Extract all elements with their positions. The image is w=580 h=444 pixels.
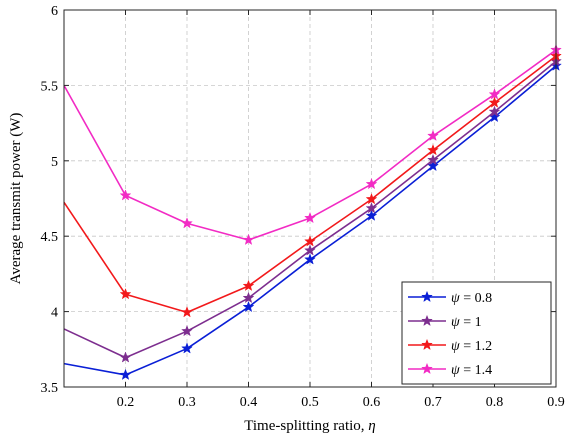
- data-point: [119, 288, 132, 300]
- series: [63, 49, 562, 318]
- x-axis-label-text: Time-splitting ratio,: [244, 418, 368, 434]
- data-point: [365, 177, 378, 190]
- legend-item: ψ = 1: [408, 314, 482, 330]
- data-point: [181, 306, 193, 318]
- y-tick-label: 4.5: [41, 230, 59, 245]
- series: [63, 43, 562, 246]
- x-tick-label: 0.3: [178, 395, 196, 410]
- x-tick-label: 0.8: [486, 395, 504, 410]
- data-point: [304, 253, 316, 265]
- legend-swatch-marker: [421, 338, 433, 351]
- legend-label: ψ = 1: [451, 315, 482, 330]
- x-tick-label: 0.2: [117, 395, 135, 410]
- x-tick-label: 0.5: [301, 395, 319, 410]
- data-point: [488, 96, 501, 108]
- data-point: [119, 368, 132, 380]
- legend-swatch-marker: [421, 314, 433, 327]
- data-point: [242, 300, 255, 313]
- y-tick-label: 4: [51, 306, 58, 321]
- axis-ticks: 0.2 0.3 0.4 0.5 0.6 0.7 0.8 0.9 3.5 4 4.5 5 5.5 6: [41, 4, 565, 410]
- data-point: [488, 105, 501, 117]
- x-axis-label: Time-splitting ratio, η: [244, 418, 376, 434]
- data-point: [427, 129, 439, 141]
- legend-label: ψ = 1.4: [451, 363, 492, 378]
- data-point: [488, 88, 501, 100]
- data-point: [365, 193, 378, 205]
- data-point: [181, 324, 193, 337]
- legend: ψ = 0.8ψ = 1ψ = 1.2ψ = 1.4: [401, 281, 552, 385]
- legend-label-value: = 0.8: [460, 291, 492, 306]
- legend-label-value: = 1.2: [460, 339, 492, 354]
- legend-swatch-marker: [421, 362, 433, 375]
- legend-swatch-marker: [421, 290, 433, 303]
- data-point: [427, 153, 439, 166]
- x-axis-label-symbol: η: [368, 418, 375, 434]
- data-point: [304, 235, 316, 247]
- legend-item: ψ = 1.2: [408, 338, 492, 354]
- data-point: [427, 144, 439, 156]
- x-tick-label: 0.9: [547, 395, 565, 410]
- legend-label-symbol: ψ: [451, 315, 460, 330]
- legend-label-symbol: ψ: [451, 291, 460, 306]
- legend-label-value: = 1: [460, 315, 482, 330]
- data-point: [427, 159, 439, 172]
- x-tick-label: 0.4: [240, 395, 258, 410]
- legend-label-symbol: ψ: [451, 363, 460, 378]
- legend-item: ψ = 0.8: [408, 290, 492, 306]
- data-point: [181, 217, 193, 229]
- y-tick-label: 6: [51, 4, 58, 19]
- y-axis-label: Average transmit power (W): [8, 113, 24, 285]
- x-tick-label: 0.7: [424, 395, 442, 410]
- data-point: [304, 211, 316, 224]
- data-point: [119, 189, 132, 201]
- legend-label: ψ = 0.8: [451, 291, 492, 306]
- legend-item: ψ = 1.4: [408, 362, 492, 378]
- legend-label: ψ = 1.2: [451, 339, 492, 354]
- data-point: [304, 244, 316, 256]
- data-point: [119, 351, 132, 363]
- data-point: [181, 342, 193, 354]
- y-tick-label: 3.5: [41, 381, 59, 396]
- data-point: [242, 233, 255, 246]
- legend-label-symbol: ψ: [451, 339, 460, 354]
- data-point: [365, 202, 378, 214]
- legend-label-value: = 1.4: [460, 363, 492, 378]
- data-point: [242, 291, 255, 304]
- y-tick-label: 5.5: [41, 79, 59, 94]
- data-point: [242, 279, 255, 291]
- y-tick-label: 5: [51, 155, 58, 170]
- data-point: [365, 209, 378, 221]
- series-group: [63, 43, 562, 380]
- x-tick-label: 0.6: [363, 395, 381, 410]
